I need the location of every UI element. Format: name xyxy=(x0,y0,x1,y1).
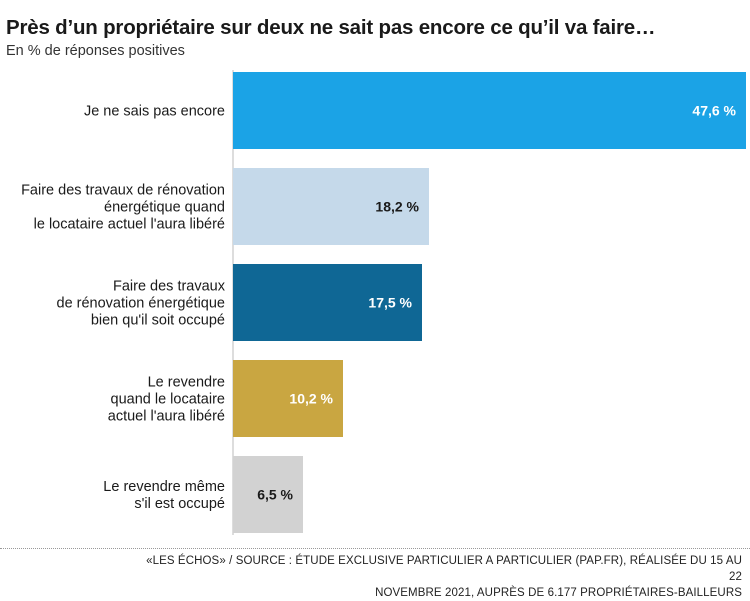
category-label-line: énergétique quand xyxy=(104,200,225,216)
source-line-1: «LES ÉCHOS» / SOURCE : ÉTUDE EXCLUSIVE P… xyxy=(146,555,742,583)
bar xyxy=(233,456,303,533)
bar-value-label: 18,2 % xyxy=(375,199,419,215)
category-label: Le revendre même s'il est occupé xyxy=(103,479,225,512)
category-label-line: s'il est occupé xyxy=(134,496,225,512)
chart-subtitle: En % de réponses positives xyxy=(6,43,185,59)
bar-value-label: 6,5 % xyxy=(257,487,293,503)
category-label-line: quand le locataire xyxy=(111,392,225,408)
category-label-line: Je ne sais pas encore xyxy=(84,104,225,120)
category-label: Faire des travaux de rénovation énergétiq… xyxy=(57,279,226,329)
category-label-line: de rénovation énergétique xyxy=(57,296,226,312)
bar-chart: 47,6 % Je ne sais pas encore 18,2 % Faire d… xyxy=(21,70,746,535)
category-label-line: Le revendre même xyxy=(103,479,225,495)
category-label: Je ne sais pas encore xyxy=(84,104,225,120)
source-divider xyxy=(0,548,750,549)
chart-title: Près d’un propriétaire sur deux ne sait … xyxy=(6,16,656,39)
bar-value-label: 17,5 % xyxy=(368,295,412,311)
bar xyxy=(233,360,343,437)
bar-value-label: 10,2 % xyxy=(289,391,333,407)
bar xyxy=(233,264,422,341)
bar-value-label: 47,6 % xyxy=(692,103,736,119)
bar xyxy=(233,168,429,245)
category-label-line: actuel l'aura libéré xyxy=(108,409,225,425)
category-label-line: le locataire actuel l'aura libéré xyxy=(34,217,225,233)
category-label-line: bien qu'il soit occupé xyxy=(91,313,225,329)
category-label-line: Le revendre xyxy=(148,375,225,391)
category-label-line: Faire des travaux xyxy=(113,279,226,295)
source-line-2: NOVEMBRE 2021, AUPRÈS DE 6.177 PROPRIÉTA… xyxy=(375,587,742,599)
category-label-line: Faire des travaux de rénovation xyxy=(21,183,225,199)
source-note: «LES ÉCHOS» / SOURCE : ÉTUDE EXCLUSIVE P… xyxy=(142,553,742,601)
bar xyxy=(233,72,746,149)
category-label: Le revendre quand le locataire actuel l'au… xyxy=(108,375,225,425)
category-label: Faire des travaux de rénovation énergétiq… xyxy=(21,183,225,233)
